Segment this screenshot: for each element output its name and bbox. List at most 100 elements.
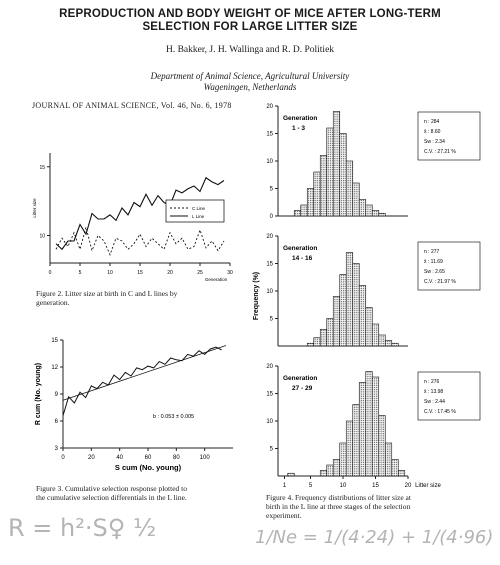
stats-line: n : 277: [424, 249, 440, 255]
x-tick-label: 20: [167, 270, 173, 276]
stats-line: Sw : 2.44: [424, 399, 445, 405]
histogram-title: Generation: [283, 375, 317, 382]
histogram-bar: [300, 204, 308, 217]
histogram-bar: [352, 404, 360, 477]
y-axis-label: Litter size: [32, 198, 37, 218]
histogram-bar: [352, 263, 360, 347]
histogram-bar: [339, 133, 347, 217]
affiliation-line1: Department of Animal Science, Agricultur…: [150, 71, 350, 81]
histogram-bar: [345, 160, 354, 217]
y-tick-label: 10: [266, 289, 273, 295]
paper-title-line2: SELECTION FOR LARGE LITTER SIZE: [142, 21, 358, 33]
y-tick-label: 6: [55, 419, 59, 425]
y-tick-label: 20: [266, 364, 273, 370]
histogram-bar: [332, 459, 341, 477]
histogram-bar: [358, 285, 367, 347]
y-tick-label: 15: [39, 165, 45, 171]
histogram-bar: [306, 188, 315, 217]
x-tick-label: 10: [107, 270, 113, 276]
histogram-bar: [371, 323, 380, 347]
x-tick-label: 60: [145, 455, 152, 461]
y-axis-label: R cum (No. young): [35, 363, 42, 425]
affiliation-line2: Wageningen, Netherlands: [203, 82, 297, 92]
legend-label: C Line: [192, 206, 206, 211]
caption-line: Figure 3. Cumulative selection response …: [36, 484, 188, 493]
series-line: [62, 346, 222, 416]
histogram-bar: [339, 442, 347, 477]
y-tick-label: 15: [266, 392, 273, 398]
x-tick-label: 0: [49, 270, 52, 276]
figure-3-chart: 0 20 40 60 80 100 3 6 9 12 15 S cum (No. young) R cu…: [35, 338, 233, 472]
stats-line: C.V. : 21.97 %: [424, 279, 456, 285]
y-tick-label: 9: [55, 392, 59, 398]
histogram-title: Generation: [283, 245, 317, 252]
x-tick-label: 30: [227, 270, 233, 276]
histogram-title: Generation: [283, 115, 317, 122]
stats-line: x̄ : 8.60: [424, 129, 441, 135]
authors: H. Bakker, J. H. Wallinga and R. D. Poli…: [165, 45, 335, 55]
y-tick-label: 10: [266, 419, 273, 425]
x-axis-label: Generation: [205, 277, 228, 282]
histogram-bar: [313, 171, 321, 217]
histogram-bar: [313, 337, 321, 347]
x-tick-label: 1: [283, 483, 287, 489]
histogram-bar: [378, 334, 386, 347]
y-tick-label: 12: [51, 365, 58, 371]
handwritten-formula-left: R = h²·S♀ ½: [8, 514, 157, 542]
histogram-bar: [384, 442, 393, 477]
histogram-bar: [319, 155, 328, 217]
histogram-bar: [365, 371, 373, 477]
y-tick-label: 10: [39, 234, 45, 240]
annotation: b : 0.053 ± 0.005: [153, 414, 194, 420]
y-tick-label: 20: [266, 234, 273, 240]
y-tick-label: 10: [266, 159, 273, 165]
histogram-title-range: 1 - 3: [292, 125, 305, 132]
histogram-title-range: 27 - 29: [292, 385, 313, 392]
histogram-bar: [319, 329, 328, 347]
stats-box: [417, 371, 481, 421]
histogram-bar: [293, 210, 302, 217]
figure-2-chart: 0 5 10 15 20 25 30 10 15 Generation Litter size C L…: [32, 153, 233, 282]
stats-line: x̄ : 11.69: [424, 259, 443, 265]
paper-title-line1: REPRODUCTION AND BODY WEIGHT OF MICE AFT…: [59, 8, 441, 20]
histogram-bar: [326, 318, 334, 347]
legend-label: L Line: [192, 214, 205, 219]
histogram-bar: [365, 204, 373, 217]
x-tick-label: 5: [309, 483, 313, 489]
stats-line: x̄ : 13.98: [424, 389, 443, 395]
stats-line: Sw : 2.34: [424, 139, 445, 145]
histogram-bar: [371, 376, 380, 477]
x-tick-label: 20: [88, 455, 95, 461]
histogram-bar: [391, 459, 399, 477]
y-tick-label: 15: [266, 132, 273, 138]
x-axis-label: S cum (No. young): [115, 463, 182, 472]
x-tick-label: 15: [137, 270, 143, 276]
x-axis-label: Litter size: [415, 483, 441, 489]
histogram-bar: [378, 212, 386, 217]
histogram-bar: [339, 274, 347, 347]
y-tick-label: 3: [55, 446, 59, 452]
y-tick-label: 15: [266, 262, 273, 268]
y-tick-label: 0: [270, 214, 274, 220]
stats-line: n : 284: [424, 119, 440, 125]
histogram-bar: [358, 199, 367, 217]
journal-citation: JOURNAL OF ANIMAL SCIENCE, Vol. 46, No. …: [32, 101, 232, 110]
figure-4-caption: Figure 4. Frequency distributions of lit…: [266, 493, 411, 520]
x-tick-label: 10: [340, 483, 347, 489]
histogram-bar: [371, 210, 380, 217]
handwritten-formula-right: 1/Ne = 1/(4·24) + 1/(4·96): [255, 527, 494, 548]
caption-line: Figure 2. Litter size at birth in C and …: [36, 289, 178, 298]
caption-line: birth in the L line at three stages of t…: [266, 502, 411, 511]
regression-line: [62, 345, 227, 401]
stats-line: n : 276: [424, 379, 440, 385]
histogram-bar: [345, 252, 354, 347]
histogram-bar: [397, 470, 406, 477]
histogram-bar: [365, 307, 373, 347]
y-tick-label: 5: [270, 447, 274, 453]
x-tick-label: 20: [405, 483, 412, 489]
caption-line: the cumulative selection differentials i…: [36, 493, 187, 502]
caption-line: Figure 4. Frequency distributions of lit…: [266, 493, 411, 502]
x-tick-label: 100: [200, 455, 211, 461]
series-line-c-line: [55, 225, 225, 256]
y-tick-label: 5: [270, 187, 274, 193]
